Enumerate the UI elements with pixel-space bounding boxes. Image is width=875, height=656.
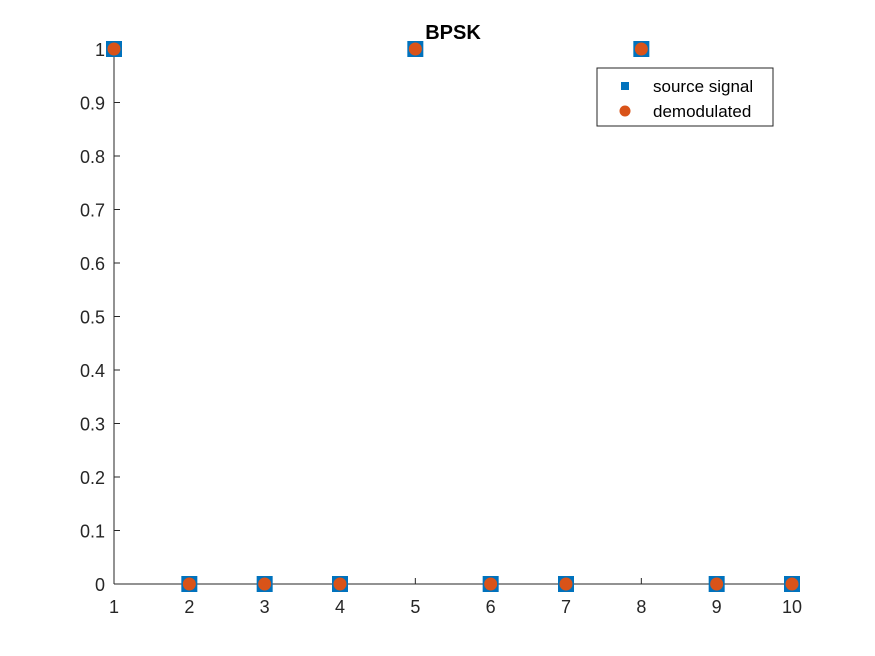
x-tick-label: 10 bbox=[782, 597, 802, 617]
axes: 1 2 3 4 5 6 7 8 9 10 0 0.1 0.2 0.3 0.4 0.5 0.6 0.7 0.8 0.9 1 bbox=[80, 40, 802, 617]
x-tick-label: 5 bbox=[410, 597, 420, 617]
y-tick-label: 0.2 bbox=[80, 468, 105, 488]
x-tick-label: 8 bbox=[636, 597, 646, 617]
x-tick-label: 7 bbox=[561, 597, 571, 617]
data-marks bbox=[106, 41, 800, 592]
y-tick-label: 0 bbox=[95, 575, 105, 595]
y-tick-label: 0.8 bbox=[80, 147, 105, 167]
demodulated-point bbox=[408, 42, 422, 56]
y-tick-label: 0.9 bbox=[80, 94, 105, 114]
y-tick-label: 0.1 bbox=[80, 522, 105, 542]
demodulated-point bbox=[484, 577, 498, 591]
demodulated-point bbox=[107, 42, 121, 56]
y-tick-label: 1 bbox=[95, 40, 105, 60]
demodulated-point bbox=[634, 42, 648, 56]
demodulated-point bbox=[559, 577, 573, 591]
legend-label: demodulated bbox=[653, 102, 751, 121]
x-tick-label: 1 bbox=[109, 597, 119, 617]
y-tick-label: 0.3 bbox=[80, 415, 105, 435]
demodulated-point bbox=[182, 577, 196, 591]
legend: source signal demodulated bbox=[596, 67, 774, 127]
demodulated-point bbox=[710, 577, 724, 591]
y-tick-label: 0.6 bbox=[80, 254, 105, 274]
x-tick-label: 2 bbox=[184, 597, 194, 617]
y-tick-label: 0.5 bbox=[80, 308, 105, 328]
x-tick-label: 4 bbox=[335, 597, 345, 617]
demodulated-point bbox=[785, 577, 799, 591]
y-tick-label: 0.4 bbox=[80, 361, 105, 381]
demodulated-point bbox=[258, 577, 272, 591]
legend-label: source signal bbox=[653, 77, 753, 96]
x-tick-label: 3 bbox=[260, 597, 270, 617]
demodulated-point bbox=[333, 577, 347, 591]
legend-marker-circle bbox=[619, 105, 631, 117]
x-tick-label: 9 bbox=[712, 597, 722, 617]
x-tick-label: 6 bbox=[486, 597, 496, 617]
legend-marker-square bbox=[621, 82, 629, 90]
chart-title: BPSK bbox=[425, 22, 481, 44]
y-tick-label: 0.7 bbox=[80, 201, 105, 221]
series-2 bbox=[107, 42, 799, 591]
